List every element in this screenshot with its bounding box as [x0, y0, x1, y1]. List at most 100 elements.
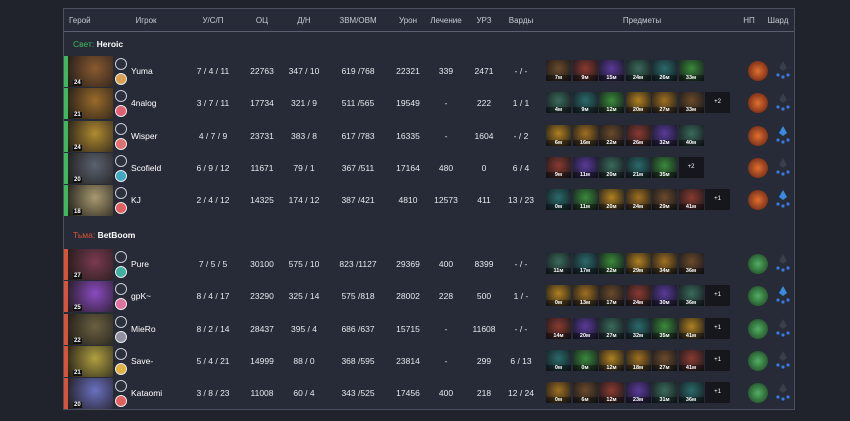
column-header[interactable]: НП	[743, 16, 755, 25]
item-icon[interactable]: 20м	[599, 189, 624, 211]
item-icon[interactable]: 16м	[572, 124, 598, 146]
item-icon[interactable]: 11м	[572, 189, 598, 211]
item-icon[interactable]: 32м	[652, 124, 677, 146]
item-icon[interactable]: 6м	[546, 124, 571, 146]
neutral-item-icon[interactable]	[748, 254, 768, 274]
item-icon[interactable]: 27м	[599, 317, 624, 339]
player-name[interactable]: Pure	[131, 259, 149, 269]
hero-portrait[interactable]: 21	[68, 345, 113, 377]
column-header[interactable]: У/С/П	[202, 16, 224, 25]
item-icon[interactable]: 31м	[652, 382, 677, 404]
player-name[interactable]: Save-	[131, 355, 154, 366]
item-icon[interactable]: 0м	[546, 382, 571, 404]
column-header[interactable]: ЗВМ/ОВМ	[339, 16, 377, 25]
neutral-item-icon[interactable]	[748, 157, 768, 178]
item-icon[interactable]: 9м	[572, 92, 598, 114]
neutral-item-icon[interactable]	[748, 286, 768, 307]
item-icon[interactable]: 9м	[572, 60, 598, 81]
item-icon[interactable]: 11м	[572, 156, 598, 178]
hero-portrait[interactable]: 20	[68, 378, 113, 410]
item-icon[interactable]: 36м	[678, 253, 704, 274]
item-icon[interactable]: 17м	[599, 285, 624, 307]
item-icon[interactable]: 23м	[625, 382, 651, 404]
player-name[interactable]: Scofield	[131, 162, 162, 173]
hero-portrait[interactable]: 24	[68, 120, 113, 152]
item-icon[interactable]: 33м	[678, 92, 704, 114]
column-header[interactable]: Д/Н	[297, 16, 311, 25]
item-icon[interactable]: 26м	[625, 124, 651, 146]
extra-items-badge[interactable]: +1	[705, 349, 730, 371]
item-icon[interactable]: 27м	[652, 92, 677, 114]
item-icon[interactable]: 24м	[625, 285, 651, 307]
item-icon[interactable]: 34м	[652, 253, 677, 274]
hero-portrait[interactable]: 18	[68, 185, 113, 217]
neutral-item-icon[interactable]	[748, 383, 768, 404]
hero-portrait[interactable]: 27	[68, 249, 113, 280]
item-icon[interactable]: 26м	[652, 60, 677, 81]
item-icon[interactable]: 12м	[599, 382, 624, 404]
neutral-item-icon[interactable]	[748, 318, 768, 339]
item-icon[interactable]: 0м	[546, 349, 571, 371]
column-header[interactable]: ОЦ	[255, 16, 269, 25]
extra-items-badge[interactable]: +2	[705, 92, 730, 114]
player-name[interactable]: Wisper	[131, 130, 158, 141]
item-icon[interactable]: 20м	[599, 156, 624, 178]
item-icon[interactable]: 20м	[572, 317, 598, 339]
hero-portrait[interactable]: 22	[68, 313, 113, 345]
column-header[interactable]: Предметы	[622, 16, 662, 25]
column-header[interactable]: Игрок	[135, 16, 157, 25]
item-icon[interactable]: 18м	[625, 349, 651, 371]
neutral-item-icon[interactable]	[748, 61, 768, 81]
item-icon[interactable]: 41м	[678, 349, 704, 371]
hero-portrait[interactable]: 24	[68, 56, 113, 87]
player-name[interactable]: Kataomi	[131, 388, 163, 399]
item-icon[interactable]: 14м	[546, 317, 571, 339]
item-icon[interactable]: 9м	[546, 156, 571, 178]
item-icon[interactable]: 33м	[678, 60, 704, 81]
neutral-item-icon[interactable]	[748, 125, 768, 146]
item-icon[interactable]: 0м	[572, 349, 598, 371]
item-icon[interactable]: 7м	[546, 60, 571, 81]
item-icon[interactable]: 41м	[678, 317, 704, 339]
item-icon[interactable]: 35м	[652, 317, 677, 339]
neutral-item-icon[interactable]	[748, 350, 768, 371]
item-icon[interactable]: 22м	[599, 124, 624, 146]
extra-items-badge[interactable]: +1	[705, 382, 730, 404]
item-icon[interactable]: 12м	[599, 349, 624, 371]
item-icon[interactable]: 36м	[678, 382, 704, 404]
player-name[interactable]: Yuma	[131, 66, 153, 76]
item-icon[interactable]: 6м	[572, 382, 598, 404]
column-header[interactable]: Шард	[767, 16, 789, 25]
item-icon[interactable]: 35м	[652, 156, 677, 178]
item-icon[interactable]: 0м	[546, 285, 571, 307]
item-icon[interactable]: 32м	[625, 317, 651, 339]
extra-items-badge[interactable]: +1	[705, 189, 730, 211]
item-icon[interactable]: 11м	[546, 253, 571, 274]
extra-items-badge[interactable]: +1	[705, 285, 730, 307]
item-icon[interactable]: 0м	[546, 189, 571, 211]
hero-portrait[interactable]: 21	[68, 88, 113, 120]
extra-items-badge[interactable]: +2	[678, 156, 704, 178]
hero-portrait[interactable]: 25	[68, 281, 113, 313]
item-icon[interactable]: 15м	[599, 60, 624, 81]
player-name[interactable]: MieRo	[131, 323, 156, 334]
item-icon[interactable]: 40м	[678, 124, 704, 146]
item-icon[interactable]: 22м	[599, 253, 624, 274]
item-icon[interactable]: 36м	[678, 285, 704, 307]
hero-portrait[interactable]: 20	[68, 152, 113, 184]
item-icon[interactable]: 4м	[546, 92, 571, 114]
neutral-item-icon[interactable]	[748, 190, 768, 211]
item-icon[interactable]: 24м	[625, 189, 651, 211]
column-header[interactable]: Герой	[69, 16, 91, 25]
item-icon[interactable]: 20м	[625, 92, 651, 114]
neutral-item-icon[interactable]	[748, 93, 768, 114]
item-icon[interactable]: 29м	[625, 253, 651, 274]
item-icon[interactable]: 13м	[572, 285, 598, 307]
item-icon[interactable]: 27м	[652, 349, 677, 371]
item-icon[interactable]: 29м	[652, 189, 677, 211]
column-header[interactable]: УРЗ	[476, 16, 492, 25]
column-header[interactable]: Лечение	[430, 16, 462, 25]
player-name[interactable]: gpK~	[131, 291, 152, 302]
item-icon[interactable]: 17м	[572, 253, 598, 274]
player-name[interactable]: KJ	[131, 195, 141, 206]
